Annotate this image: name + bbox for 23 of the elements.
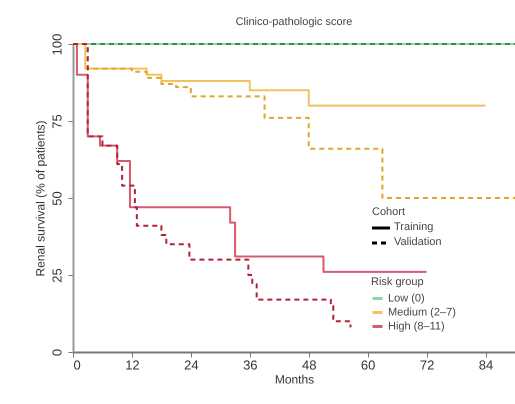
legend-label: High (8–11)	[388, 320, 445, 332]
x-tick-label: 60	[360, 358, 376, 372]
x-tick-label: 24	[184, 358, 199, 372]
x-tick-label: 36	[243, 358, 258, 372]
x-axis-title: Months	[274, 372, 314, 386]
legend-label: Medium (2–7)	[388, 306, 456, 318]
chart-title: Clinico-pathologic score	[236, 16, 352, 28]
y-tick-label: 100	[50, 34, 64, 56]
y-tick-label: 75	[50, 114, 64, 129]
y-tick-label: 0	[50, 348, 64, 356]
y-tick-label: 50	[50, 191, 64, 206]
annotation: Validation	[394, 235, 442, 250]
x-tick-label: 72	[420, 358, 434, 372]
x-tick-label: 0	[74, 358, 81, 372]
x-tick-label: 48	[302, 358, 316, 372]
x-tick-label: 12	[125, 358, 140, 372]
y-axis-title: Renal survival (% of patients)	[34, 120, 48, 277]
x-tick-label: 84	[478, 358, 494, 372]
y-tick-label: 25	[50, 268, 64, 283]
annotation: Cohort	[372, 205, 406, 220]
annotation: Training	[394, 220, 434, 235]
legend-label: Low (0)	[388, 292, 425, 304]
legend-title: Risk group	[371, 276, 424, 288]
